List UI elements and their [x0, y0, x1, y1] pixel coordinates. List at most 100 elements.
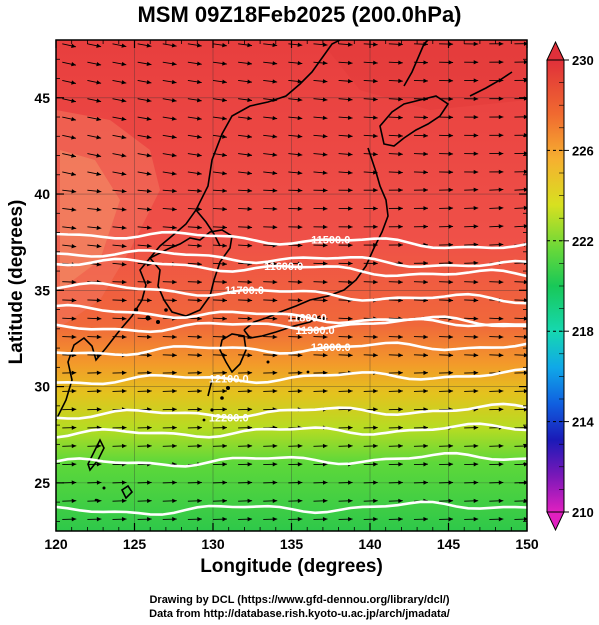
wind-arrow	[112, 298, 127, 303]
wind-arrow	[212, 134, 227, 139]
wind-arrow-head	[498, 334, 504, 340]
wind-arrow-head	[71, 171, 76, 177]
wind-arrow	[489, 169, 504, 175]
x-tick-label: 135	[280, 536, 304, 552]
wind-arrow-head	[171, 79, 177, 85]
wind-arrow	[263, 188, 278, 193]
wind-arrow-head	[423, 334, 428, 340]
wind-arrow	[137, 516, 152, 522]
wind-arrow	[363, 78, 378, 84]
wind-arrow-head	[398, 498, 403, 504]
wind-arrow-head	[121, 98, 127, 103]
wind-arrow	[62, 244, 77, 249]
wind-arrow-head	[272, 206, 278, 212]
wind-arrow-head	[373, 206, 378, 211]
wind-arrow-head	[373, 224, 378, 229]
wind-arrow	[137, 243, 152, 249]
wind-arrow-head	[197, 279, 202, 285]
wind-arrow	[413, 78, 428, 83]
wind-arrow-head	[423, 133, 428, 138]
wind-arrow	[238, 370, 253, 375]
wind-arrow-head	[322, 261, 328, 266]
wind-arrow-head	[222, 152, 227, 158]
wind-arrow-head	[423, 151, 428, 157]
wind-arrow	[413, 224, 428, 229]
wind-arrow	[464, 425, 479, 430]
wind-arrow	[313, 42, 328, 47]
wind-arrow-head	[348, 443, 353, 449]
wind-arrow	[388, 353, 403, 358]
wind-arrow	[464, 96, 479, 102]
wind-arrow-head	[247, 243, 253, 248]
wind-arrow-head	[373, 480, 378, 485]
wind-arrow-head	[147, 298, 152, 303]
wind-arrow	[338, 480, 353, 485]
height-contour-line	[56, 281, 527, 305]
wind-arrow-head	[297, 498, 303, 504]
wind-arrow-head	[423, 462, 428, 467]
wind-arrow-head	[373, 115, 378, 120]
height-contour-line	[56, 317, 527, 334]
wind-arrow	[212, 298, 228, 303]
wind-arrow-head	[197, 425, 202, 430]
wind-arrow	[263, 61, 278, 66]
wind-arrow-head	[147, 279, 152, 285]
wind-arrow-head	[171, 153, 177, 158]
wind-arrow-head	[322, 279, 328, 285]
wind-arrow	[238, 97, 253, 103]
wind-arrow-head	[448, 96, 454, 102]
wind-arrow	[363, 388, 378, 394]
wind-arrow-head	[146, 243, 152, 249]
wind-arrow-head	[448, 115, 454, 120]
wind-arrow	[62, 153, 77, 158]
wind-arrow-head	[473, 133, 479, 138]
wind-arrow	[388, 187, 403, 193]
wind-arrow	[439, 462, 454, 467]
wind-arrow-head	[297, 443, 303, 449]
wind-arrow	[388, 370, 403, 375]
wind-arrow-head	[322, 115, 328, 121]
wind-arrow-head	[398, 407, 403, 412]
wind-arrow-head	[222, 462, 227, 467]
wind-arrow-head	[448, 298, 454, 303]
wind-arrow	[212, 498, 228, 504]
wind-arrow	[87, 116, 102, 122]
wind-arrow-head	[222, 97, 227, 103]
wind-arrow-head	[121, 298, 127, 303]
wind-arrow-head	[398, 298, 403, 303]
wind-arrow	[162, 298, 177, 303]
wind-arrow	[62, 498, 77, 504]
wind-arrow	[413, 261, 428, 266]
wind-arrow	[338, 353, 353, 358]
wind-arrow-head	[272, 443, 278, 449]
wind-arrow-head	[172, 370, 177, 375]
wind-arrow-head	[373, 498, 378, 504]
wind-arrow	[388, 498, 403, 504]
wind-arrow	[87, 61, 102, 67]
wind-arrow	[187, 206, 202, 212]
wind-arrow-head	[71, 116, 76, 122]
wind-arrow	[338, 188, 353, 193]
wind-arrow-head	[448, 279, 454, 285]
wind-arrow	[162, 153, 177, 158]
wind-arrow	[112, 61, 127, 67]
wind-arrow-head	[523, 462, 527, 467]
wind-arrow	[288, 134, 303, 139]
wind-arrow	[137, 298, 152, 303]
wind-arrow-head	[373, 133, 378, 139]
wind-arrow	[464, 187, 479, 193]
wind-arrow-head	[196, 134, 202, 139]
wind-arrow-head	[373, 279, 378, 285]
contour-label: 12100.0	[209, 374, 249, 386]
wind-arrow	[112, 480, 127, 485]
wind-arrow	[313, 79, 328, 84]
height-contour-line	[56, 249, 527, 269]
wind-arrow	[212, 370, 228, 375]
wind-arrow-head	[147, 443, 152, 449]
wind-arrow	[489, 462, 504, 467]
wind-arrow-head	[348, 206, 353, 211]
wind-arrow-head	[473, 205, 479, 211]
wind-arrow	[87, 79, 102, 85]
wind-arrow	[338, 261, 353, 266]
wind-arrow-head	[398, 115, 403, 120]
